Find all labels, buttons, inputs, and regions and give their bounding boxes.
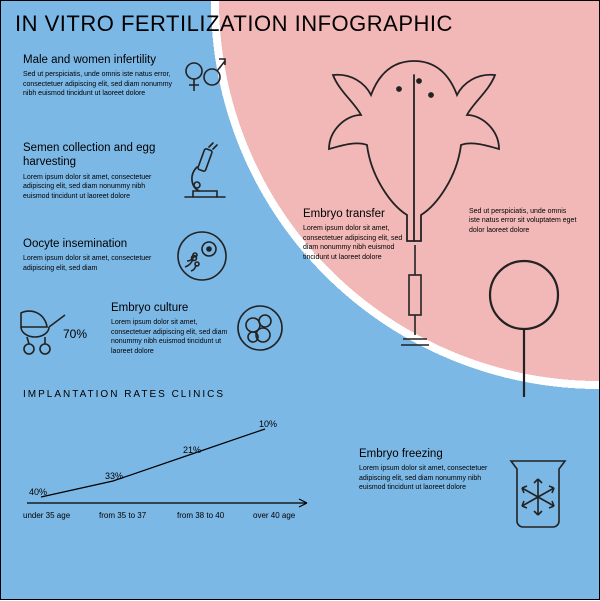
heading-infertility: Male and women infertility	[23, 53, 178, 67]
body-semen: Lorem ipsum dolor sit amet, consectetuer…	[23, 173, 173, 201]
body-oocyte: Lorem ipsum dolor sit amet, consectetuer…	[23, 254, 168, 273]
insemination-icon	[173, 227, 231, 285]
heading-oocyte: Oocyte insemination	[23, 237, 168, 251]
catheter-loop-icon	[479, 255, 569, 405]
heading-semen: Semen collection and egg harvesting	[23, 141, 173, 170]
heading-transfer: Embryo transfer	[303, 207, 408, 221]
body-transfer: Lorem ipsum dolor sit amet, consectetuer…	[303, 224, 408, 262]
chart-xlabel-0: under 35 age	[23, 511, 70, 520]
section-oocyte: Oocyte insemination Lorem ipsum dolor si…	[23, 237, 168, 273]
body-freezing: Lorem ipsum dolor sit amet, consectetuer…	[359, 464, 489, 492]
section-freezing: Embryo freezing Lorem ipsum dolor sit am…	[359, 447, 489, 493]
infographic-canvas: IN VITRO FERTILIZATION INFOGRAPHIC Male …	[0, 0, 600, 600]
heading-freezing: Embryo freezing	[359, 447, 489, 461]
main-title: IN VITRO FERTILIZATION INFOGRAPHIC	[15, 11, 453, 37]
section-semen: Semen collection and egg harvesting Lore…	[23, 141, 173, 201]
section-transfer: Embryo transfer Lorem ipsum dolor sit am…	[303, 207, 408, 262]
freeze-icon	[503, 455, 573, 533]
stroller-percent: 70%	[63, 327, 87, 341]
chart-pct-2: 21%	[183, 445, 201, 455]
embryo-icon	[233, 301, 287, 355]
chart-pct-3: 10%	[259, 419, 277, 429]
chart-pct-1: 33%	[105, 471, 123, 481]
section-transfer-right: Sed ut perspiciatis, unde omnis iste nat…	[469, 207, 577, 235]
section-culture: Embryo culture Lorem ipsum dolor sit ame…	[111, 301, 231, 356]
microscope-icon	[179, 141, 231, 203]
chart-title: IMPLANTATION RATES CLINICS	[23, 389, 225, 400]
chart-xlabel-1: from 35 to 37	[99, 511, 146, 520]
heading-culture: Embryo culture	[111, 301, 231, 315]
body-transfer-right: Sed ut perspiciatis, unde omnis iste nat…	[469, 207, 577, 235]
chart-xlabel-2: from 38 to 40	[177, 511, 224, 520]
chart-xlabel-3: over 40 age	[253, 511, 295, 520]
chart-pct-0: 40%	[29, 487, 47, 497]
section-infertility: Male and women infertility Sed ut perspi…	[23, 53, 178, 99]
body-culture: Lorem ipsum dolor sit amet, consectetuer…	[111, 318, 231, 356]
gender-icons-icon	[179, 49, 227, 99]
body-infertility: Sed ut perspiciatis, unde omnis iste nat…	[23, 70, 178, 98]
